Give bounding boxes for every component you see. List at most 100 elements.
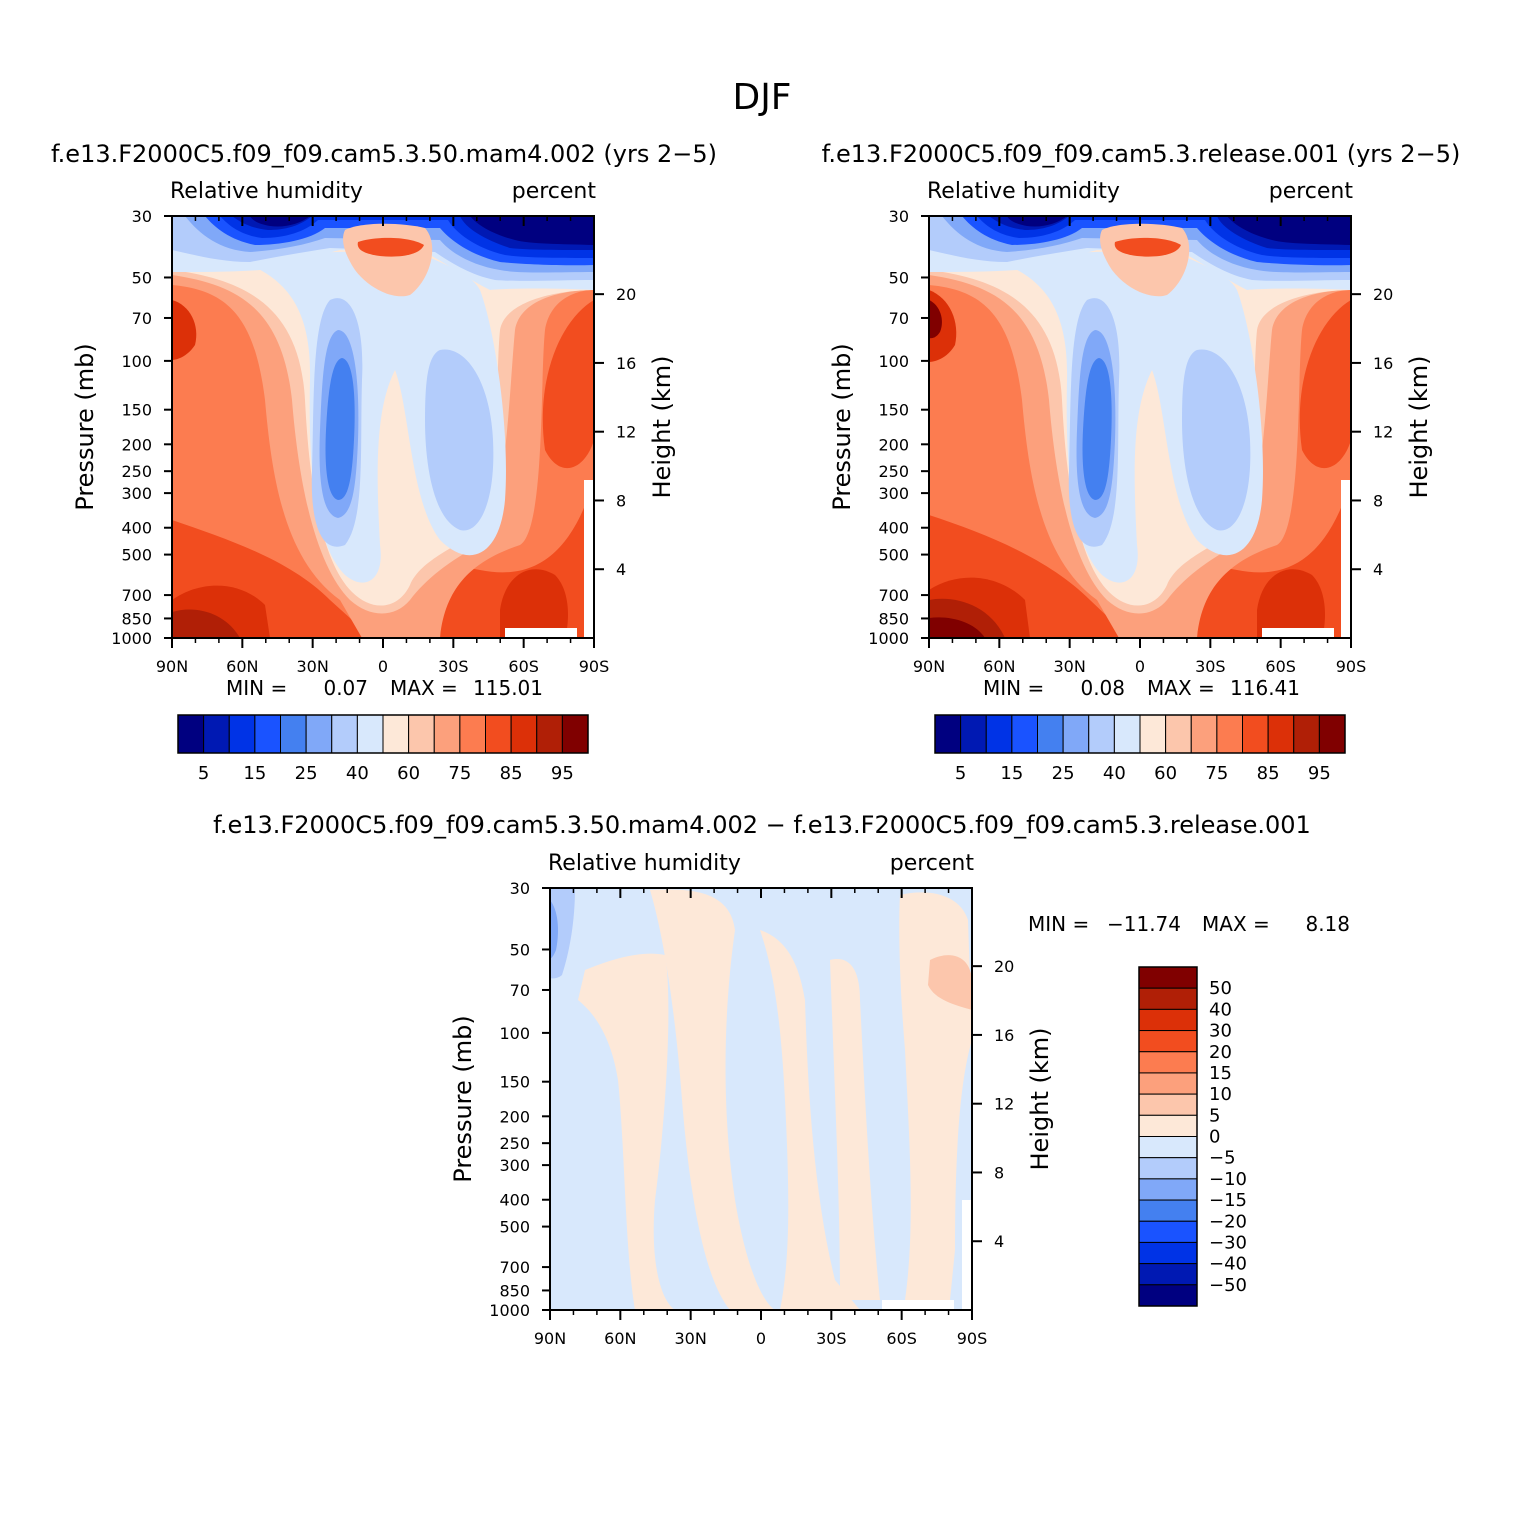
panel-a-colorbar-box	[433, 714, 461, 754]
panel-c-colorbar-label: 15	[1209, 1063, 1232, 1084]
panel-c-colorbar-label: 0	[1209, 1127, 1220, 1148]
panel-c-y-tick-label: 850	[499, 1281, 530, 1300]
panel-a-colorbar-frame	[177, 714, 589, 754]
panel-c-y-tick-label: 400	[499, 1191, 530, 1210]
panel-b-colorbar-box	[1113, 714, 1141, 754]
panel-a-colorbar-box	[203, 714, 230, 754]
panel-a-colorbar-box	[177, 714, 205, 754]
panel-c-max-label: MAX =	[1202, 912, 1270, 936]
panel-a-y-tick-label: 400	[121, 519, 152, 538]
panel-a-y-right-tick-label: 4	[616, 560, 626, 579]
panel-a-y-tick-label: 300	[121, 484, 152, 503]
panel-b-colorbar-label: 75	[1205, 763, 1228, 784]
panel-a-colorbar-box	[331, 714, 358, 754]
panel-c-y-tick-label: 300	[499, 1156, 530, 1175]
panel-b-colorbar-box	[985, 714, 1013, 754]
panel-b: f.e13.F2000C5.f09_f09.cam5.3.release.001…	[822, 140, 1461, 784]
panel-c-missing-data-edge	[962, 1200, 972, 1310]
panel-a-y-right-tick-label: 12	[616, 423, 636, 442]
panel-c-y-tick-label: 50	[510, 940, 530, 959]
panel-b-y-tick-label: 700	[878, 586, 909, 605]
panel-b-y-ticks	[921, 215, 929, 639]
panel-c-x-tick-labels: 90N 60N 30N 0 30S 60S 90S	[534, 1329, 987, 1348]
panel-b-contour-dark-pool-s	[1257, 569, 1325, 638]
panel-a-colorbar-box	[510, 714, 538, 754]
panel-b-colorbar-box	[1267, 714, 1295, 754]
panel-b-y-tick-label: 50	[889, 268, 909, 287]
panel-b-colorbar-label: 25	[1052, 763, 1075, 784]
panel-c-colorbar-box	[1138, 1051, 1198, 1074]
panel-c-colorbar-box	[1138, 987, 1198, 1010]
panel-b-x-tick-label: 60S	[1265, 657, 1296, 676]
panel-b-colorbar-box	[1139, 714, 1167, 754]
panel-b-x-tick-labels: 90N 60N 30N 0 30S 60S 90S	[913, 657, 1366, 676]
panel-c-contour-field	[550, 888, 972, 1310]
panel-b-colorbar	[934, 714, 1346, 754]
panel-a-colorbar-box	[485, 714, 512, 754]
panel-a-x-tick-label: 0	[378, 657, 388, 676]
panel-b-colorbar-label: 5	[955, 763, 966, 784]
panel-a-y-right-tick-label: 16	[616, 354, 636, 373]
panel-c-colorbar-frame	[1138, 966, 1198, 1307]
panel-a-max-value: 115.01	[473, 676, 543, 700]
panel-a-contour-dry-inner-s	[425, 349, 494, 531]
panel-a-x-tick-labels: 90N 60N 30N 0 30S 60S 90S	[156, 657, 609, 676]
panel-b-colorbar-box	[1242, 714, 1269, 754]
panel-a-y-axis-label: Pressure (mb)	[71, 343, 99, 510]
panel-c-contour-positive-s2	[830, 959, 880, 1300]
panel-b-contour-field	[929, 216, 1351, 638]
panel-c-colorbar-box	[1138, 1030, 1198, 1053]
panel-c-y-axis-label: Pressure (mb)	[449, 1015, 477, 1182]
panel-c-colorbar-box	[1138, 1241, 1198, 1265]
panel-a-contour-north-upper	[172, 300, 197, 360]
panel-c-colorbar-label: −5	[1209, 1148, 1236, 1169]
panel-b-colorbar-box	[1216, 714, 1243, 754]
panel-b-y-right-axis-label: Height (km)	[1405, 356, 1433, 499]
panel-b-contour-south-midlevel	[1299, 300, 1351, 469]
panel-b-colorbar-frame	[934, 714, 1346, 754]
panel-c-colorbar-box	[1138, 966, 1198, 989]
panel-a-colorbar-box	[459, 714, 486, 754]
panel-c-y-ticks	[542, 887, 550, 1311]
panel-a-colorbar-box	[228, 714, 256, 754]
panel-a-x-tick-label: 30S	[438, 657, 469, 676]
panel-a-colorbar-label: 95	[551, 763, 574, 784]
panel-c-min-label: MIN =	[1028, 912, 1089, 936]
panel-b-x-tick-label: 30N	[1054, 657, 1086, 676]
panel-b-min-label: MIN =	[983, 676, 1044, 700]
panel-c-y-tick-label: 70	[510, 981, 530, 1000]
panel-c-x-tick-label: 90N	[534, 1329, 566, 1348]
panel-a-units-label: percent	[512, 179, 597, 204]
panel-a-max-label: MAX =	[390, 676, 458, 700]
panel-a-y-tick-label: 250	[121, 462, 152, 481]
panel-a-x-tick-label: 60N	[226, 657, 258, 676]
panel-a-y-tick-label: 50	[132, 268, 152, 287]
panel-c-contour-positive-s	[760, 930, 860, 1310]
panel-b-y-right-ticks: 20 16 12 8 4	[1351, 285, 1393, 579]
figure-title: DJF	[732, 77, 791, 118]
panel-c-contour-positive-n	[578, 953, 675, 1310]
panel-a-y-tick-label: 850	[121, 609, 152, 628]
panel-c-colorbar-box	[1138, 1136, 1198, 1159]
panel-b-y-tick-label: 200	[878, 435, 909, 454]
panel-b-contour-north-upper-core	[929, 300, 942, 339]
panel-a-colorbar-box	[408, 714, 435, 754]
panel-b-y-right-tick-label: 20	[1373, 285, 1393, 304]
panel-b-y-right-tick-label: 16	[1373, 354, 1393, 373]
panel-c-contour-positive-tropics	[650, 889, 775, 1310]
panel-c-y-tick-label: 250	[499, 1134, 530, 1153]
panel-c-y-tick-label: 150	[499, 1073, 530, 1092]
panel-c-colorbar-label: 50	[1209, 978, 1232, 999]
panel-c-y-right-tick-label: 8	[994, 1163, 1004, 1182]
panel-c-y-right-tick-label: 16	[994, 1026, 1014, 1045]
panel-b-colorbar-box	[1011, 714, 1038, 754]
panel-a-colorbar-label: 60	[397, 763, 420, 784]
panel-c-y-tick-label: 100	[499, 1024, 530, 1043]
panel-c: f.e13.F2000C5.f09_f09.cam5.3.50.mam4.002…	[213, 811, 1350, 1348]
panel-c-colorbar-box	[1138, 1199, 1198, 1222]
panel-a-y-tick-label: 30	[132, 207, 152, 226]
panel-c-y-right-tick-label: 20	[994, 957, 1014, 976]
panel-b-y-tick-label: 850	[878, 609, 909, 628]
